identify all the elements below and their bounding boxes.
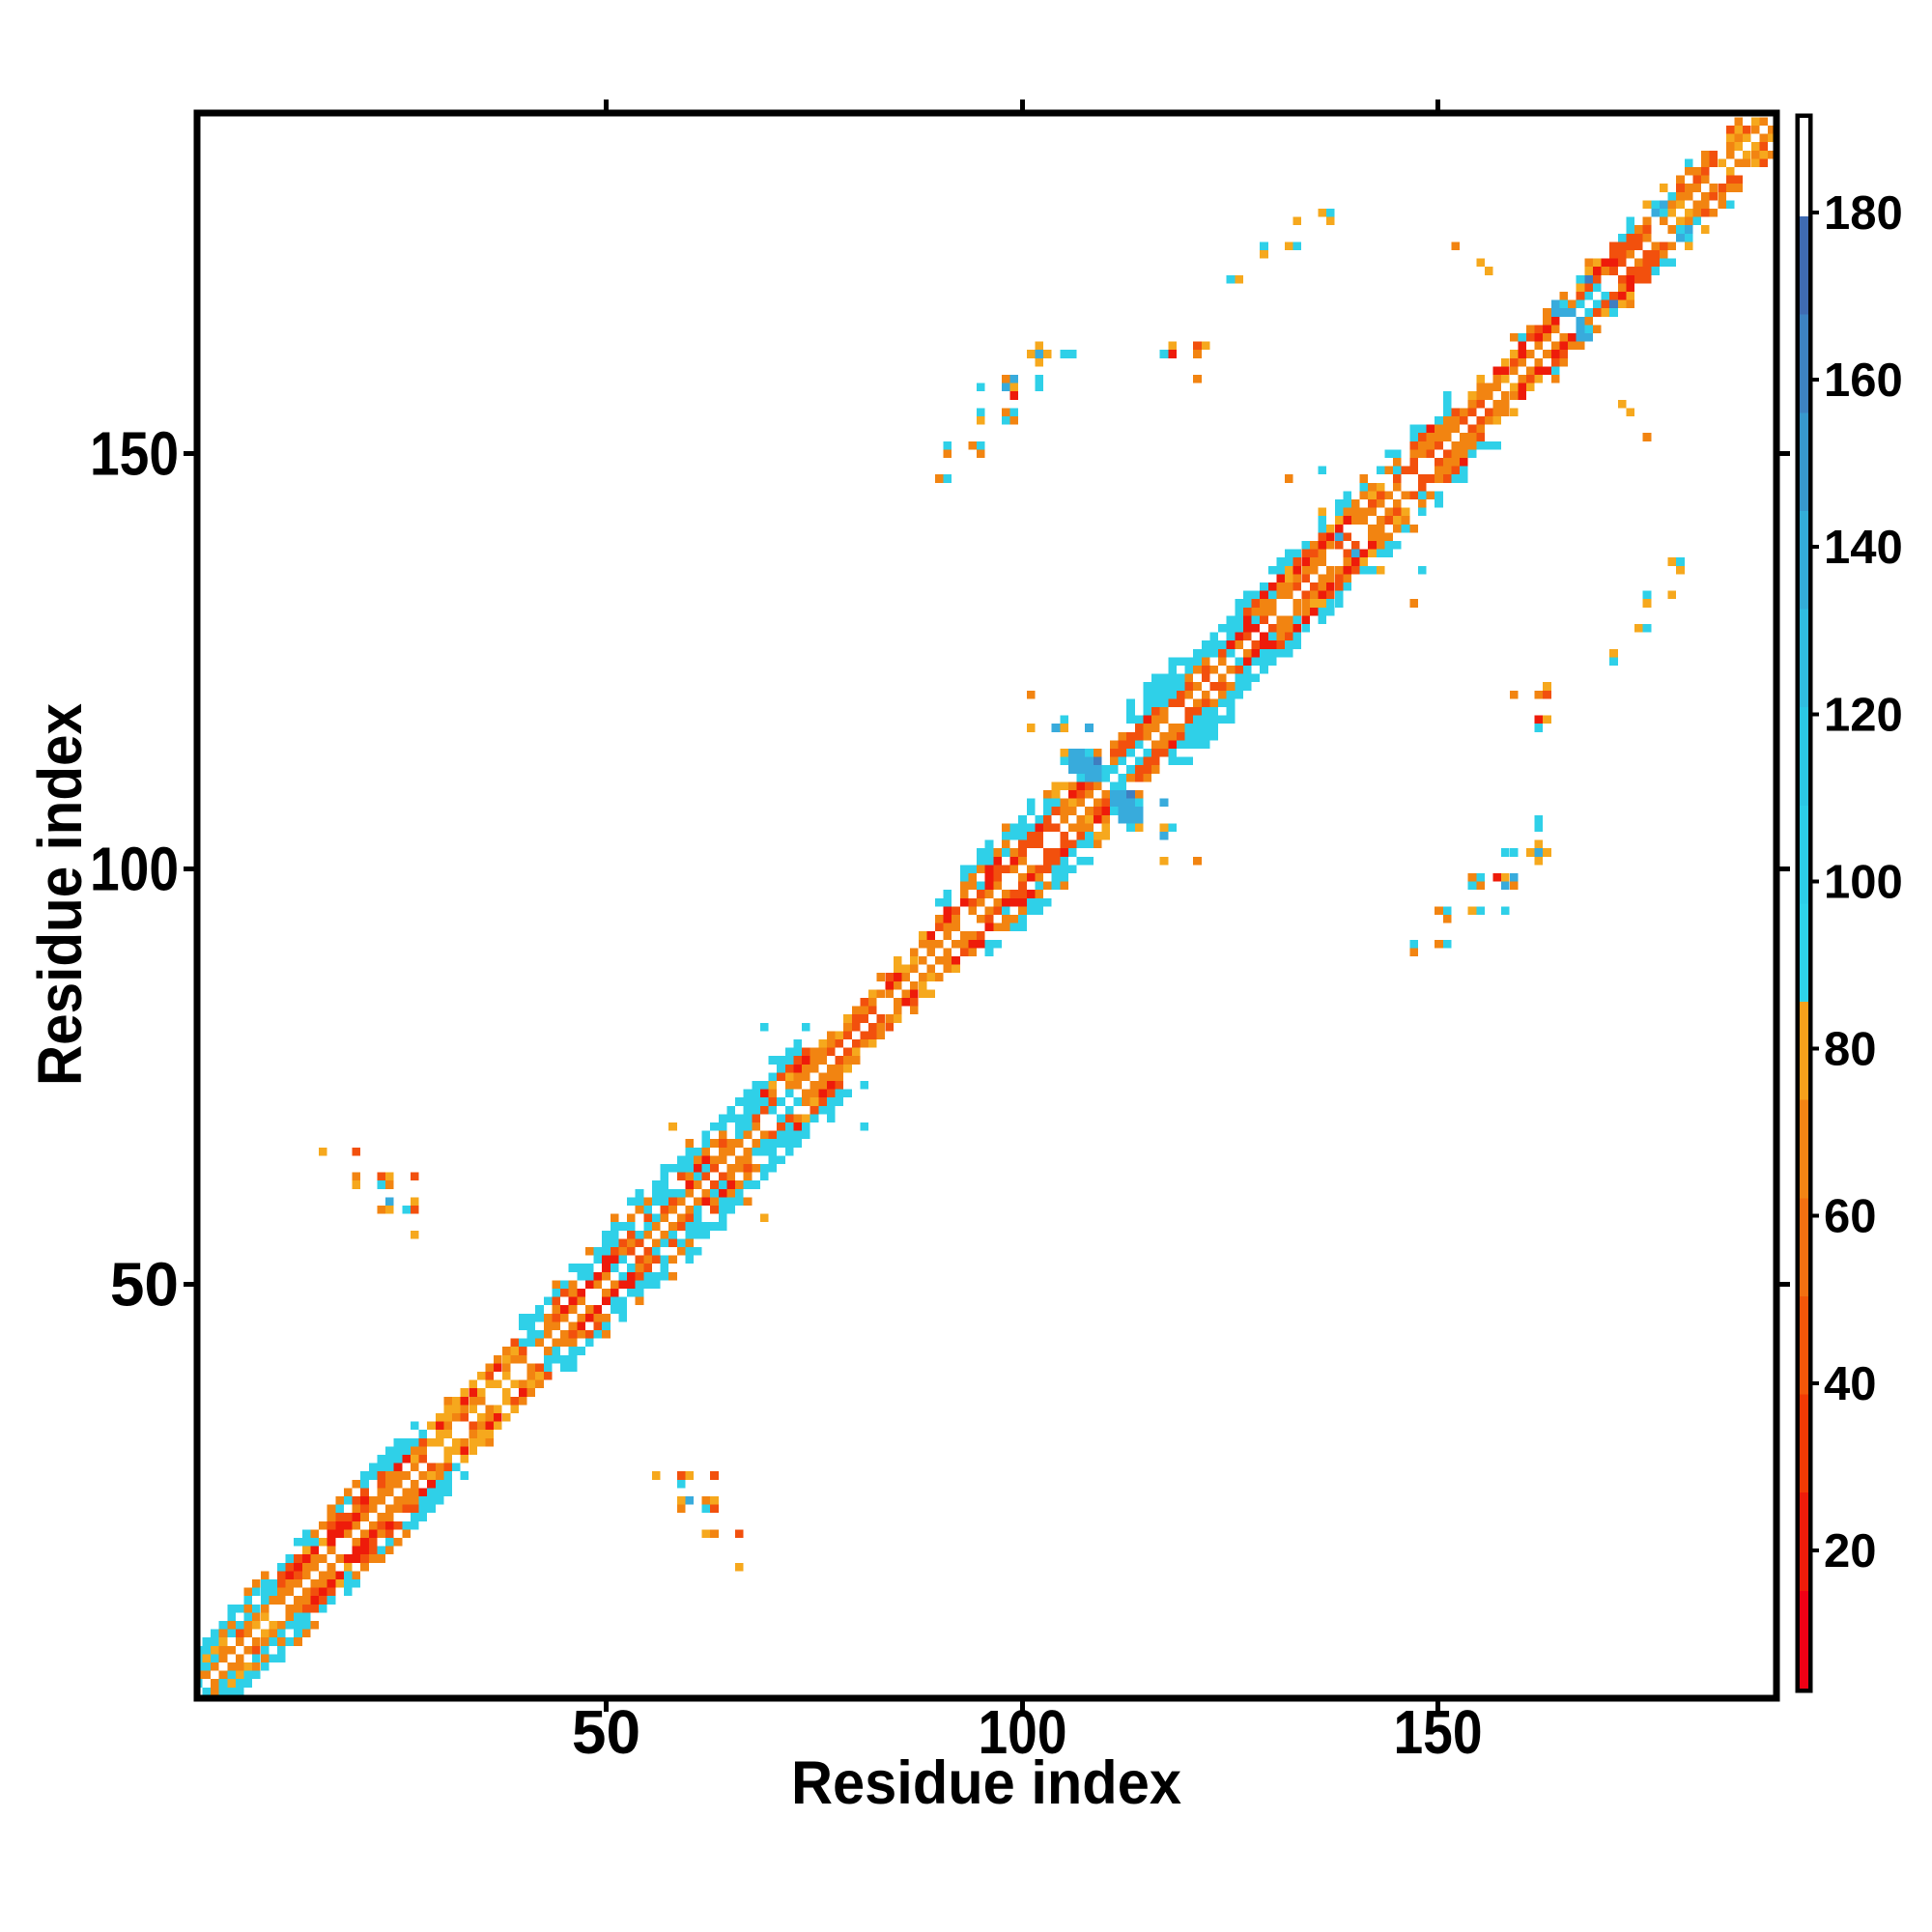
svg-text:180: 180: [1824, 187, 1903, 240]
svg-text:80: 80: [1824, 1024, 1877, 1076]
svg-text:160: 160: [1824, 355, 1903, 407]
svg-text:120: 120: [1824, 689, 1903, 741]
svg-text:150: 150: [90, 419, 179, 489]
svg-text:Residue index: Residue index: [25, 703, 95, 1086]
svg-text:140: 140: [1824, 522, 1903, 574]
svg-text:60: 60: [1824, 1191, 1877, 1243]
svg-text:40: 40: [1824, 1358, 1877, 1410]
svg-text:100: 100: [1824, 857, 1903, 909]
svg-text:50: 50: [572, 1697, 640, 1767]
svg-text:50: 50: [110, 1250, 179, 1320]
svg-text:100: 100: [90, 834, 179, 903]
svg-text:Residue index: Residue index: [791, 1749, 1181, 1817]
svg-text:100: 100: [979, 1697, 1067, 1767]
svg-text:150: 150: [1394, 1697, 1483, 1767]
svg-text:20: 20: [1824, 1525, 1877, 1577]
